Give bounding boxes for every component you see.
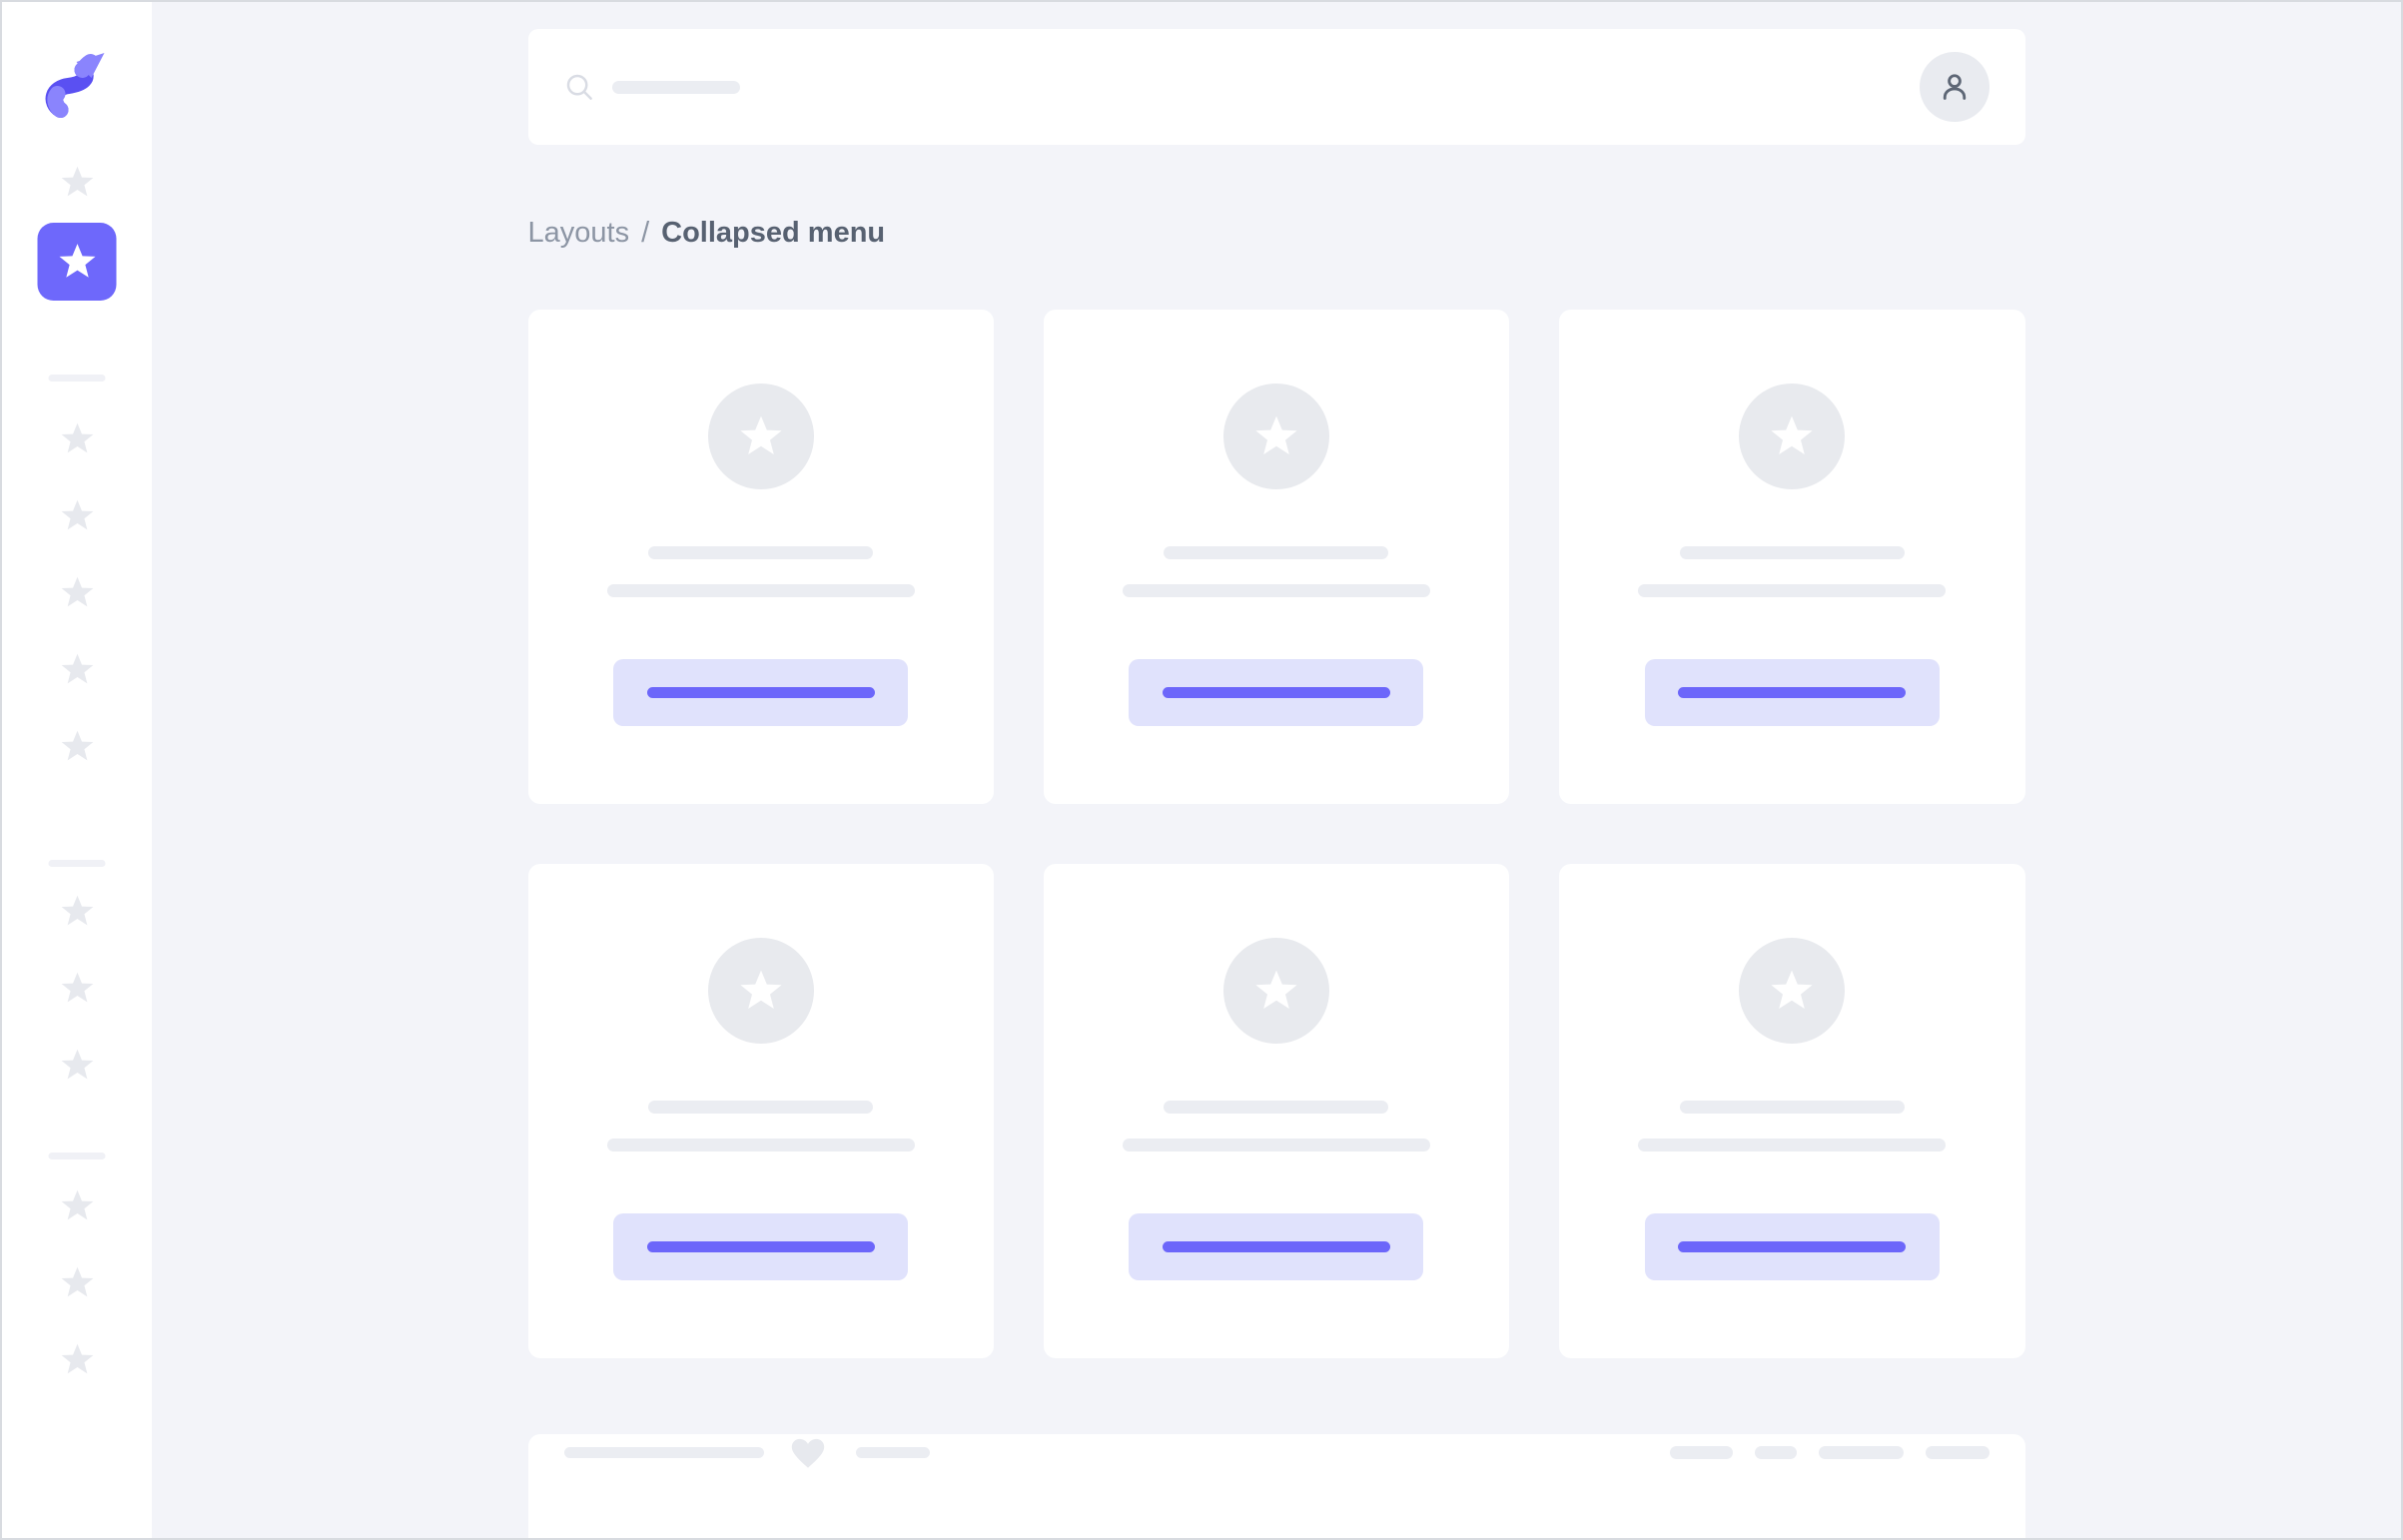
placeholder-card [1043,310,1510,804]
star-icon [61,972,93,1002]
skeleton-bar [563,1446,764,1458]
card-action-button[interactable] [1129,1213,1424,1280]
star-icon [1771,970,1813,1009]
card-media-circle [1739,384,1846,489]
card-action-button[interactable] [1129,659,1424,726]
card-title-skeleton [1164,546,1389,559]
heart-icon [791,1438,824,1468]
star-icon [61,895,93,925]
sidebar-item[interactable] [55,164,99,200]
star-icon [58,244,96,278]
card-media-circle [1222,938,1329,1044]
skeleton-bar [855,1446,930,1458]
skeleton-bar [1669,1445,1733,1459]
sidebar-item[interactable] [55,574,99,610]
placeholder-card [1559,864,2025,1358]
app-logo-icon [45,53,105,118]
skeleton-bar [1818,1445,1904,1459]
card-subtitle-skeleton [1638,1139,1947,1152]
breadcrumb-link-layouts[interactable]: Layouts [527,217,630,249]
star-icon [1771,415,1813,454]
card-title-skeleton [1679,1101,1905,1114]
main-area: Layouts / Collapsed menu [152,2,2401,1538]
star-icon [61,1189,93,1219]
button-label-skeleton [1678,1241,1907,1252]
search-icon [566,74,592,100]
star-icon [61,422,93,452]
sidebar-collapsed [2,2,152,1538]
star-icon [61,1049,93,1079]
button-label-skeleton [646,1241,875,1252]
placeholder-card [527,864,994,1358]
card-subtitle-skeleton [1638,584,1947,597]
button-label-skeleton [1162,687,1390,698]
sidebar-section-divider [48,375,106,382]
placeholder-card [1559,310,2025,804]
skeleton-bar [1754,1445,1797,1459]
card-media-circle [707,384,814,489]
sidebar-item[interactable] [55,497,99,533]
button-label-skeleton [1678,687,1907,698]
sidebar-item[interactable] [55,893,99,929]
card-title-skeleton [648,546,874,559]
card-media-circle [1222,384,1329,489]
breadcrumb-current-page: Collapsed menu [661,217,886,249]
search-placeholder-skeleton [611,80,740,94]
card-subtitle-skeleton [606,584,915,597]
card-grid [527,310,2025,1358]
sidebar-section-divider [48,860,106,867]
card-action-button[interactable] [1644,1213,1940,1280]
sidebar-section-divider [48,1153,106,1159]
star-icon [1255,970,1297,1009]
sidebar-item[interactable] [55,1187,99,1223]
button-label-skeleton [1162,1241,1390,1252]
footer-right-group [1669,1445,1990,1459]
star-icon [61,653,93,683]
card-title-skeleton [1679,546,1905,559]
button-label-skeleton [646,687,875,698]
card-subtitle-skeleton [1122,1139,1430,1152]
sidebar-item-active[interactable] [37,223,117,301]
user-icon [1943,74,1966,100]
star-icon [61,1343,93,1373]
search-bar[interactable] [527,29,2025,145]
star-icon [61,166,93,196]
sidebar-item[interactable] [55,651,99,687]
card-media-circle [1739,938,1846,1044]
star-icon [740,970,782,1009]
card-action-button[interactable] [1644,659,1940,726]
star-icon [61,730,93,760]
sidebar-item[interactable] [55,970,99,1006]
card-subtitle-skeleton [606,1139,915,1152]
bottom-bar-row [563,1434,1990,1470]
card-title-skeleton [648,1101,874,1114]
bottom-bar [527,1434,2025,1538]
sidebar-item[interactable] [55,1341,99,1377]
star-icon [1255,415,1297,454]
card-media-circle [707,938,814,1044]
card-title-skeleton [1164,1101,1389,1114]
star-icon [740,415,782,454]
placeholder-card [527,310,994,804]
breadcrumb-separator: / [641,217,650,249]
star-icon [61,1266,93,1296]
user-avatar-button[interactable] [1919,52,1990,122]
star-icon [61,576,93,606]
card-subtitle-skeleton [1122,584,1430,597]
breadcrumb: Layouts / Collapsed menu [528,215,2025,251]
placeholder-card [1043,864,1510,1358]
card-action-button[interactable] [613,659,909,726]
card-action-button[interactable] [613,1213,909,1280]
skeleton-bar [1925,1445,1990,1459]
sidebar-item[interactable] [55,728,99,764]
sidebar-item[interactable] [55,420,99,456]
sidebar-item[interactable] [55,1264,99,1300]
star-icon [61,499,93,529]
sidebar-item[interactable] [55,1047,99,1083]
